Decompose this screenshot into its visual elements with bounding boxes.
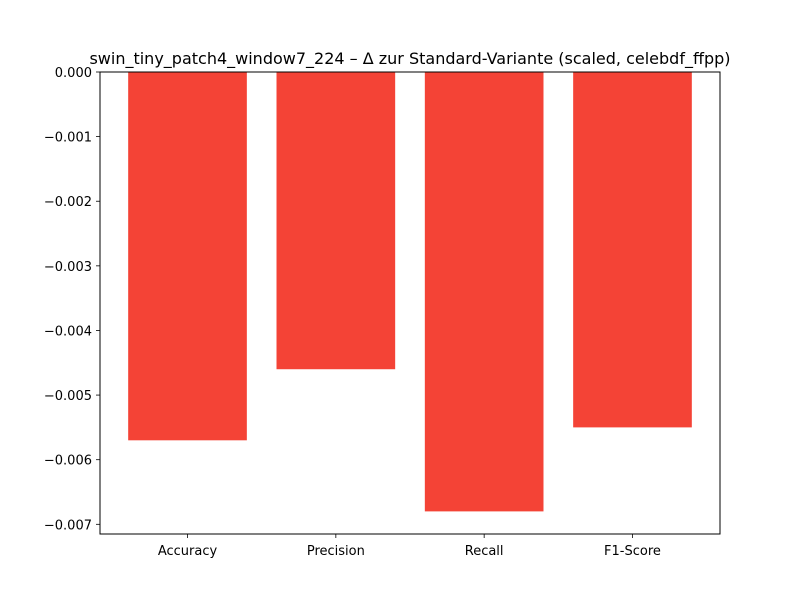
- bars-group: [128, 72, 692, 512]
- bar-recall: [424, 72, 544, 512]
- y-tick-label: −0.004: [44, 324, 92, 339]
- x-tick-label: Accuracy: [158, 544, 218, 559]
- y-tick-label: −0.005: [44, 389, 92, 404]
- bar-precision: [276, 72, 396, 370]
- y-tick-label: −0.007: [44, 518, 92, 533]
- y-tick-label: −0.002: [44, 195, 92, 210]
- x-tick-label: Recall: [465, 544, 504, 559]
- bar-f1-score: [573, 72, 692, 428]
- plot-frame: [99, 71, 721, 535]
- x-tick-label: F1-Score: [604, 544, 661, 559]
- y-tick-label: −0.006: [44, 454, 92, 469]
- y-tick-label: −0.001: [44, 131, 92, 146]
- y-axis: 0.000 −0.001 −0.002 −0.003 −0.004 −0.005 −0.00…: [44, 66, 100, 533]
- chart-title: swin_tiny_patch4_window7_224 – Δ zur Sta…: [89, 49, 730, 69]
- x-axis: Accuracy Precision Recall F1-Score: [158, 534, 661, 559]
- y-tick-label: 0.000: [55, 66, 92, 81]
- x-tick-label: Precision: [307, 544, 365, 559]
- y-tick-label: −0.003: [44, 260, 92, 275]
- bar-accuracy: [128, 72, 247, 441]
